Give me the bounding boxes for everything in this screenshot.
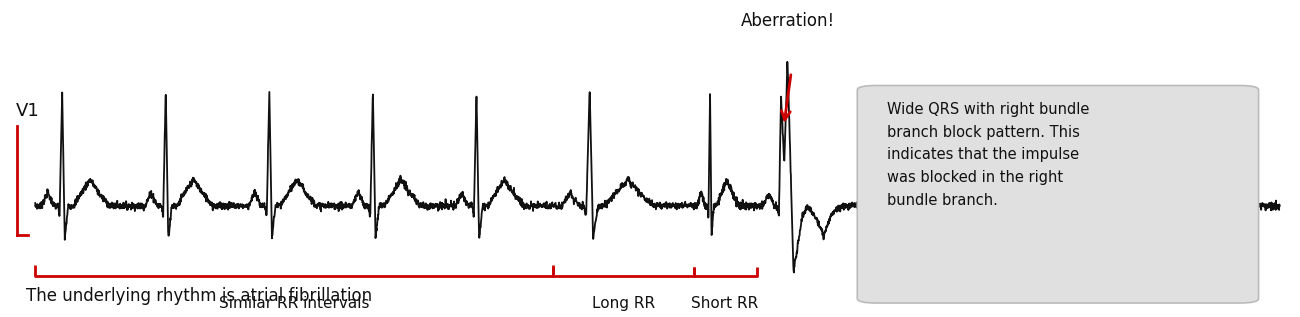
- Text: Similar RR intervals: Similar RR intervals: [218, 296, 369, 311]
- Text: Wide QRS with right bundle
branch block pattern. This
indicates that the impulse: Wide QRS with right bundle branch block …: [887, 102, 1089, 208]
- Text: V1: V1: [16, 102, 40, 120]
- Text: Short RR: Short RR: [692, 296, 759, 311]
- Text: Aberration!: Aberration!: [741, 12, 835, 30]
- Text: The underlying rhythm is atrial fibrillation: The underlying rhythm is atrial fibrilla…: [26, 287, 372, 305]
- Text: Long RR: Long RR: [592, 296, 655, 311]
- FancyBboxPatch shape: [857, 86, 1258, 303]
